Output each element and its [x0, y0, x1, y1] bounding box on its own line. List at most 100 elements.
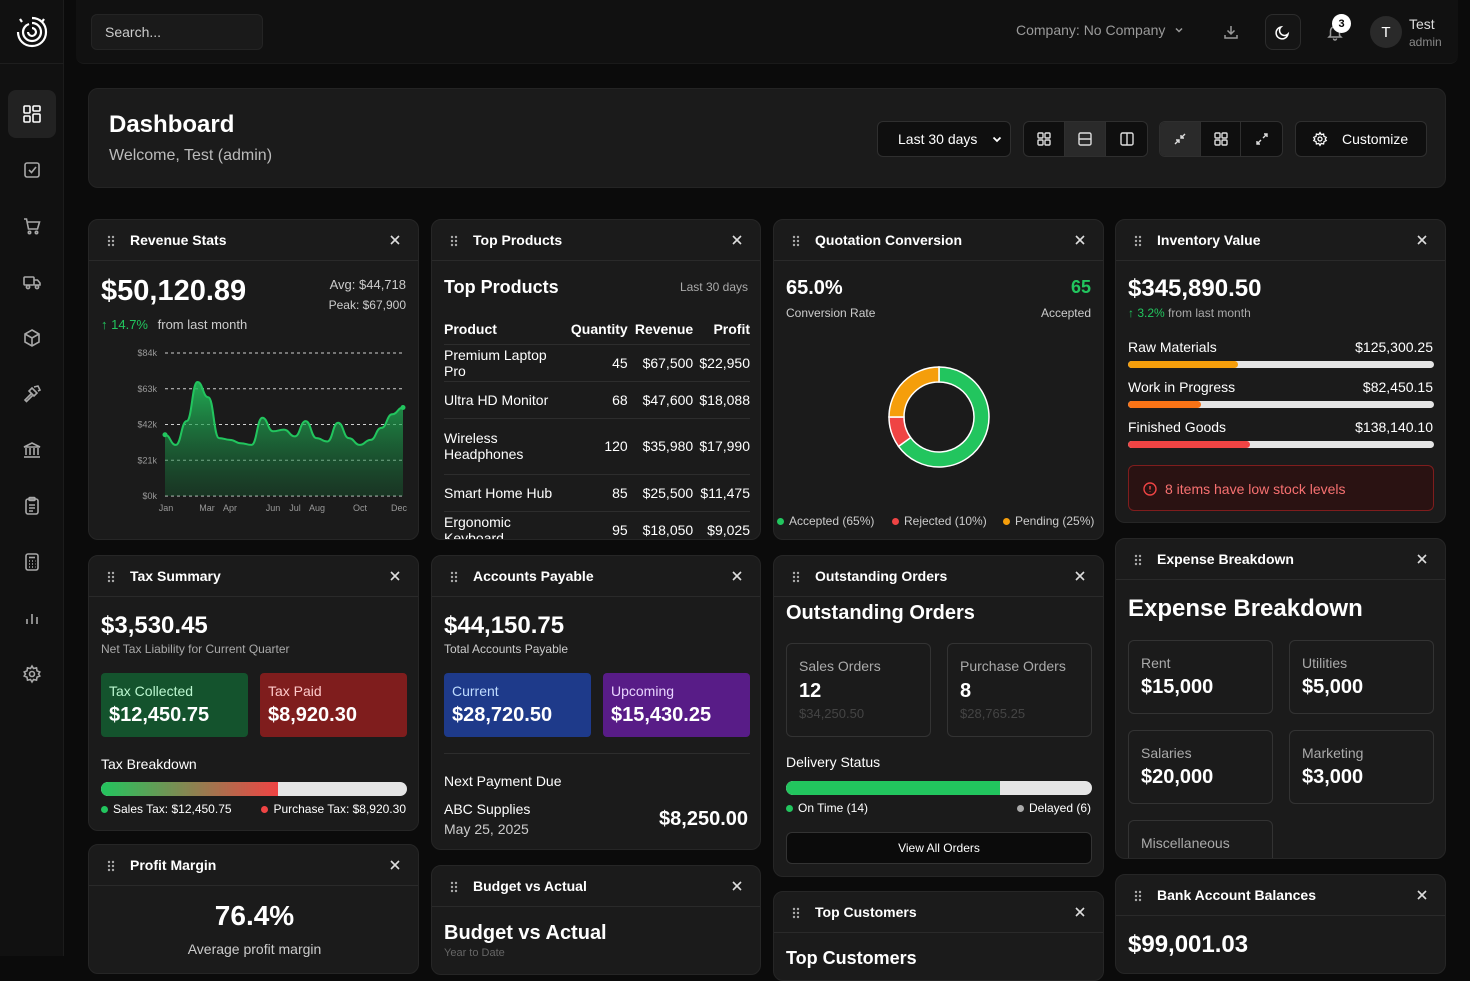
drag-handle-icon[interactable]	[106, 234, 116, 248]
product-name: Wireless Headphones	[444, 417, 564, 474]
columns-layout-button[interactable]	[1106, 122, 1147, 156]
theme-toggle-button[interactable]	[1265, 14, 1301, 50]
sidebar-item-sales[interactable]	[8, 202, 56, 250]
upcoming-payable-card[interactable]: Upcoming $15,430.25	[603, 673, 750, 737]
date-range-select[interactable]: Last 30 days	[877, 121, 1011, 157]
download-button[interactable]	[1222, 23, 1240, 41]
donut-slice[interactable]	[888, 366, 940, 418]
delayed-text: Delayed (6)	[1028, 801, 1091, 815]
search-input[interactable]: Search...	[91, 14, 263, 50]
accepted-count: 65	[1070, 277, 1091, 297]
rows-layout-button[interactable]	[1065, 122, 1106, 156]
logo-icon[interactable]	[14, 14, 50, 50]
sidebar-item-shipping[interactable]	[8, 258, 56, 306]
drag-handle-icon[interactable]	[449, 880, 459, 894]
drag-handle-icon[interactable]	[449, 234, 459, 248]
top-products-heading: Top Products	[444, 277, 559, 297]
table-row[interactable]: Smart Home Hub 85 $25,500 $11,475	[444, 473, 750, 511]
close-icon[interactable]	[730, 233, 744, 247]
drag-handle-icon[interactable]	[791, 906, 801, 920]
drag-handle-icon[interactable]	[1133, 234, 1143, 248]
inventory-item-name: Work in Progress	[1128, 379, 1236, 395]
avatar[interactable]: T	[1370, 16, 1402, 48]
close-icon[interactable]	[388, 233, 402, 247]
close-icon[interactable]	[1073, 905, 1087, 919]
table-row[interactable]: Ergonomic Keyboard 95 $18,050 $9,025	[444, 510, 750, 539]
expand-button[interactable]	[1241, 122, 1282, 156]
table-row[interactable]: Premium Laptop Pro 45 $67,500 $22,950	[444, 343, 750, 381]
tax-collected-card[interactable]: Tax Collected $12,450.75	[101, 673, 248, 737]
sidebar-item-dashboard[interactable]	[8, 90, 56, 138]
grid-layout-button[interactable]	[1024, 122, 1065, 156]
close-icon[interactable]	[1073, 233, 1087, 247]
expense-card-utilities[interactable]: Utilities $5,000	[1289, 640, 1434, 714]
close-icon[interactable]	[1415, 233, 1429, 247]
sidebar-item-inventory[interactable]	[8, 314, 56, 362]
outstanding-heading: Outstanding Orders	[786, 602, 975, 624]
drag-handle-icon[interactable]	[1133, 553, 1143, 567]
default-size-button[interactable]	[1201, 122, 1242, 156]
quantity: 85	[564, 473, 628, 511]
close-icon[interactable]	[1415, 888, 1429, 902]
sidebar-item-reports[interactable]	[8, 482, 56, 530]
sidebar-item-accounting[interactable]	[8, 538, 56, 586]
profit-margin-value: 76.4%	[214, 900, 295, 931]
drag-handle-icon[interactable]	[791, 234, 801, 248]
expense-card-marketing[interactable]: Marketing $3,000	[1289, 730, 1434, 804]
close-icon[interactable]	[1415, 552, 1429, 566]
revenue: $25,500	[627, 473, 694, 511]
sidebar	[0, 0, 64, 956]
view-all-orders-button[interactable]: View All Orders	[786, 832, 1092, 864]
sidebar-item-banking[interactable]	[8, 426, 56, 474]
budget-heading: Budget vs Actual	[444, 922, 607, 944]
compact-button[interactable]	[1160, 122, 1201, 156]
widget-title: Quotation Conversion	[815, 232, 962, 248]
conversion-donut-chart[interactable]	[888, 366, 990, 468]
drag-handle-icon[interactable]	[791, 570, 801, 584]
inventory-change-label: from last month	[1168, 306, 1251, 320]
current-payable-card[interactable]: Current $28,720.50	[444, 673, 591, 737]
drag-handle-icon[interactable]	[106, 570, 116, 584]
expense-value: $15,000	[1141, 676, 1214, 698]
table-row[interactable]: Wireless Headphones 120 $35,980 $17,990	[444, 417, 750, 474]
low-stock-alert[interactable]: 8 items have low stock levels	[1128, 465, 1434, 511]
tax-paid-card[interactable]: Tax Paid $8,920.30	[260, 673, 407, 737]
revenue-change-pct: 14.7%	[111, 317, 148, 332]
sidebar-item-manufacturing[interactable]	[8, 370, 56, 418]
budget-subtitle: Year to Date	[444, 947, 505, 959]
expense-card-salaries[interactable]: Salaries $20,000	[1128, 730, 1273, 804]
minimize-icon	[1174, 133, 1186, 145]
widget-title: Bank Account Balances	[1157, 887, 1316, 903]
donut-slice[interactable]	[897, 366, 990, 468]
close-icon[interactable]	[730, 569, 744, 583]
close-icon[interactable]	[388, 569, 402, 583]
payment-date: May 25, 2025	[444, 821, 529, 837]
inventory-item-value: $138,140.10	[1355, 419, 1433, 435]
sidebar-item-analytics[interactable]	[8, 594, 56, 642]
table-row[interactable]: Ultra HD Monitor 68 $47,600 $18,088	[444, 380, 750, 418]
close-icon[interactable]	[730, 879, 744, 893]
expense-name: Salaries	[1141, 745, 1192, 761]
drag-handle-icon[interactable]	[449, 570, 459, 584]
calculator-icon	[25, 553, 39, 571]
col-header: Revenue	[634, 320, 694, 337]
y-tick-label: $0k	[142, 491, 157, 501]
sales-orders-card[interactable]: Sales Orders 12 $34,250.50	[786, 643, 931, 737]
customize-button[interactable]: Customize	[1295, 121, 1427, 157]
widget-header: Bank Account Balances	[1116, 875, 1445, 916]
dashboard-icon	[23, 105, 41, 123]
sidebar-item-settings[interactable]	[8, 650, 56, 698]
drag-handle-icon[interactable]	[1133, 889, 1143, 903]
close-icon[interactable]	[388, 858, 402, 872]
drag-handle-icon[interactable]	[106, 859, 116, 873]
expense-card-rent[interactable]: Rent $15,000	[1128, 640, 1273, 714]
revenue: $67,500	[627, 343, 694, 381]
company-selector[interactable]: Company: No Company	[1016, 22, 1185, 38]
sidebar-item-tasks[interactable]	[8, 146, 56, 194]
close-icon[interactable]	[1073, 569, 1087, 583]
expense-card-miscellaneous[interactable]: Miscellaneous	[1128, 820, 1273, 858]
tasks-icon	[24, 162, 40, 178]
purchase-orders-card[interactable]: Purchase Orders 8 $28,765.25	[947, 643, 1092, 737]
current-label: Current	[452, 683, 499, 699]
